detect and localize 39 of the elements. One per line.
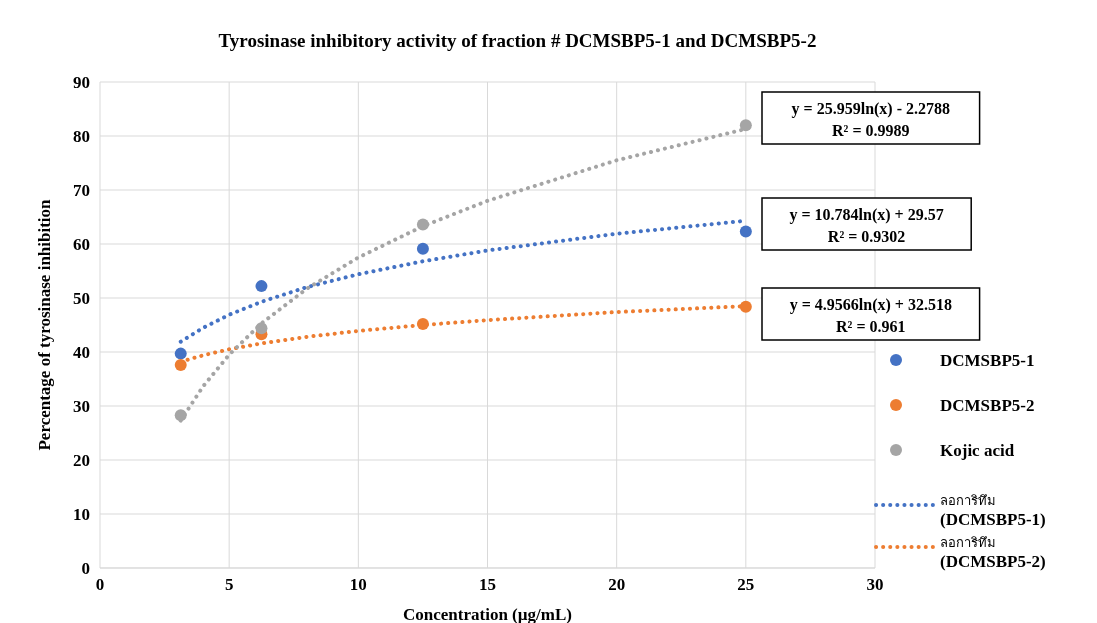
- y-axis-title: Percentage of tyrosinase inhibition: [35, 198, 54, 451]
- annotation: y = 10.784ln(x) + 29.57 R² = 0.9302: [789, 206, 944, 245]
- x-tick-label: 30: [866, 575, 884, 594]
- point: [739, 300, 752, 313]
- x-tick-label: 0: [95, 575, 105, 594]
- legend-label: DCMSBP5-1: [940, 351, 1035, 370]
- y-tick-label: 0: [81, 559, 90, 578]
- y-tick-label: 90: [73, 73, 90, 92]
- y-tick-label: 60: [73, 235, 90, 254]
- x-tick-label: 15: [479, 575, 496, 594]
- point: [416, 242, 429, 255]
- point: [255, 322, 268, 335]
- y-tick-label: 70: [73, 181, 90, 200]
- annotation: y = 4.9566ln(x) + 32.518 R² = 0.961: [789, 296, 952, 335]
- point: [739, 119, 752, 132]
- y-tick-label: 50: [73, 289, 90, 308]
- y-tick-label: 20: [73, 451, 90, 470]
- legend-label: ลอการิทึม (DCMSBP5-1): [940, 493, 1046, 529]
- x-tick-label: 25: [737, 575, 755, 594]
- x-tick-label: 10: [349, 575, 367, 594]
- point: [739, 225, 752, 238]
- point: [174, 409, 187, 422]
- point: [416, 218, 429, 231]
- y-tick-label: 80: [73, 127, 90, 146]
- y-tick-label: 30: [73, 397, 90, 416]
- legend-label: ลอการิทึม (DCMSBP5-2): [940, 535, 1046, 571]
- legend-label: Kojic acid: [940, 441, 1015, 460]
- x-axis-title: Concentration (µg/mL): [403, 605, 572, 623]
- annotation: y = 25.959ln(x) - 2.2788 R² = 0.9989: [791, 100, 951, 139]
- x-tick-label: 20: [608, 575, 626, 594]
- y-tick-label: 10: [73, 505, 90, 524]
- chart-title: Tyrosinase inhibitory activity of fraction # DCMSBP5-1 and DCMSBP5-2: [218, 30, 817, 51]
- point: [255, 280, 268, 293]
- x-tick-label: 5: [224, 575, 234, 594]
- y-tick-label: 40: [73, 343, 90, 362]
- point: [174, 358, 187, 371]
- point: [174, 347, 187, 360]
- point: [416, 317, 429, 330]
- legend-label: DCMSBP5-2: [940, 396, 1035, 415]
